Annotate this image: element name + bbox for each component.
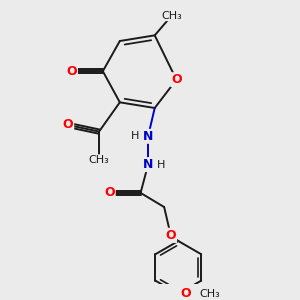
Text: N: N xyxy=(143,158,153,171)
Text: H: H xyxy=(157,160,166,170)
Text: O: O xyxy=(181,287,191,300)
Text: N: N xyxy=(143,130,153,143)
Text: O: O xyxy=(171,73,182,86)
Text: O: O xyxy=(104,186,115,200)
Text: CH₃: CH₃ xyxy=(161,11,182,20)
Text: O: O xyxy=(165,229,176,242)
Text: O: O xyxy=(66,65,77,78)
Text: O: O xyxy=(165,229,176,242)
Text: CH₃: CH₃ xyxy=(89,155,110,165)
Text: CH₃: CH₃ xyxy=(199,289,220,299)
Text: O: O xyxy=(63,118,73,131)
Text: H: H xyxy=(131,131,139,141)
